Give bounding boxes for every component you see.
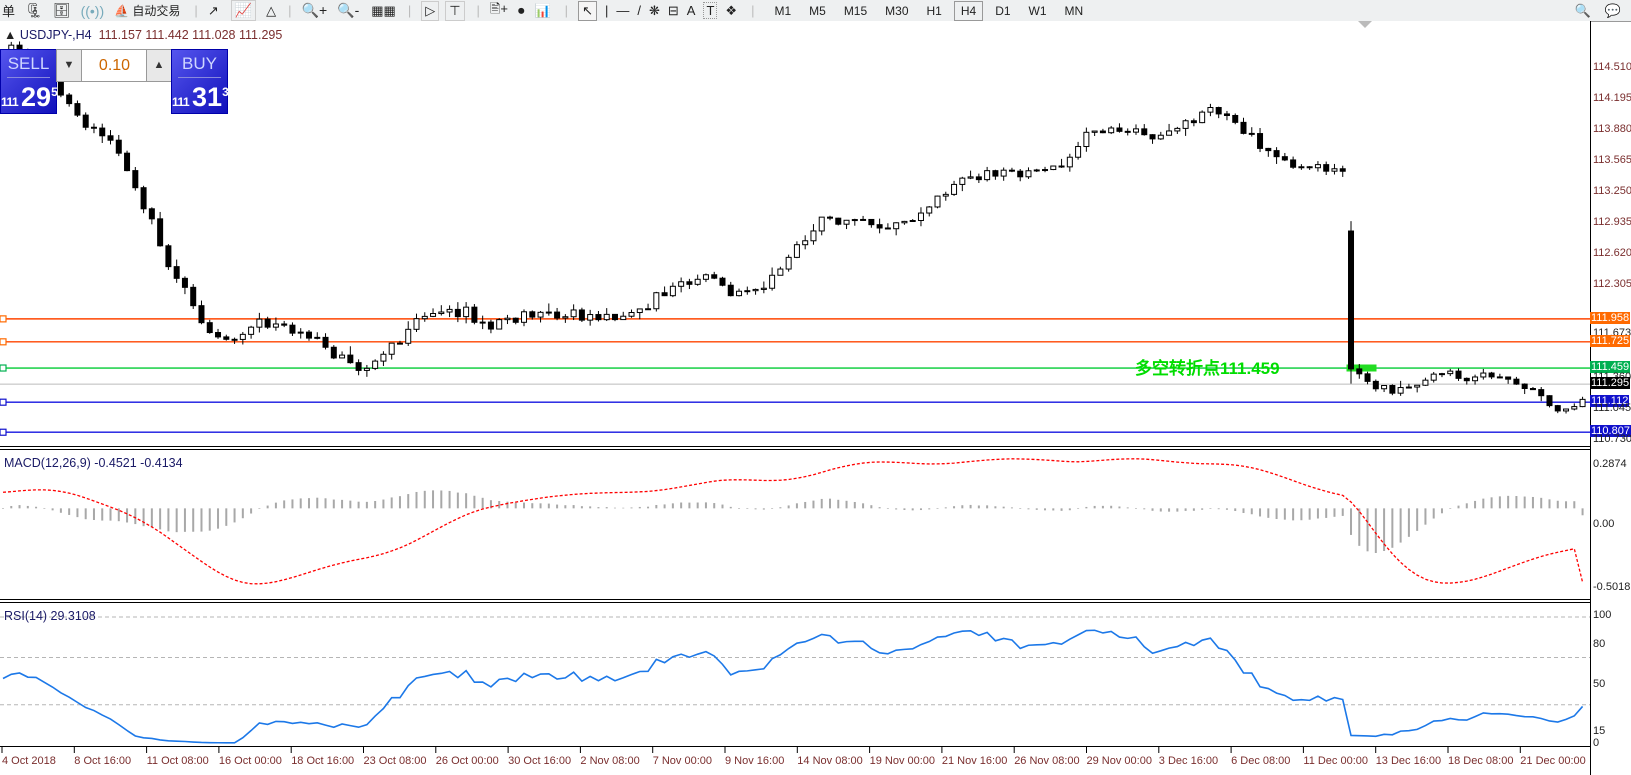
svg-text:多空转折点111.459: 多空转折点111.459 <box>1135 358 1280 378</box>
